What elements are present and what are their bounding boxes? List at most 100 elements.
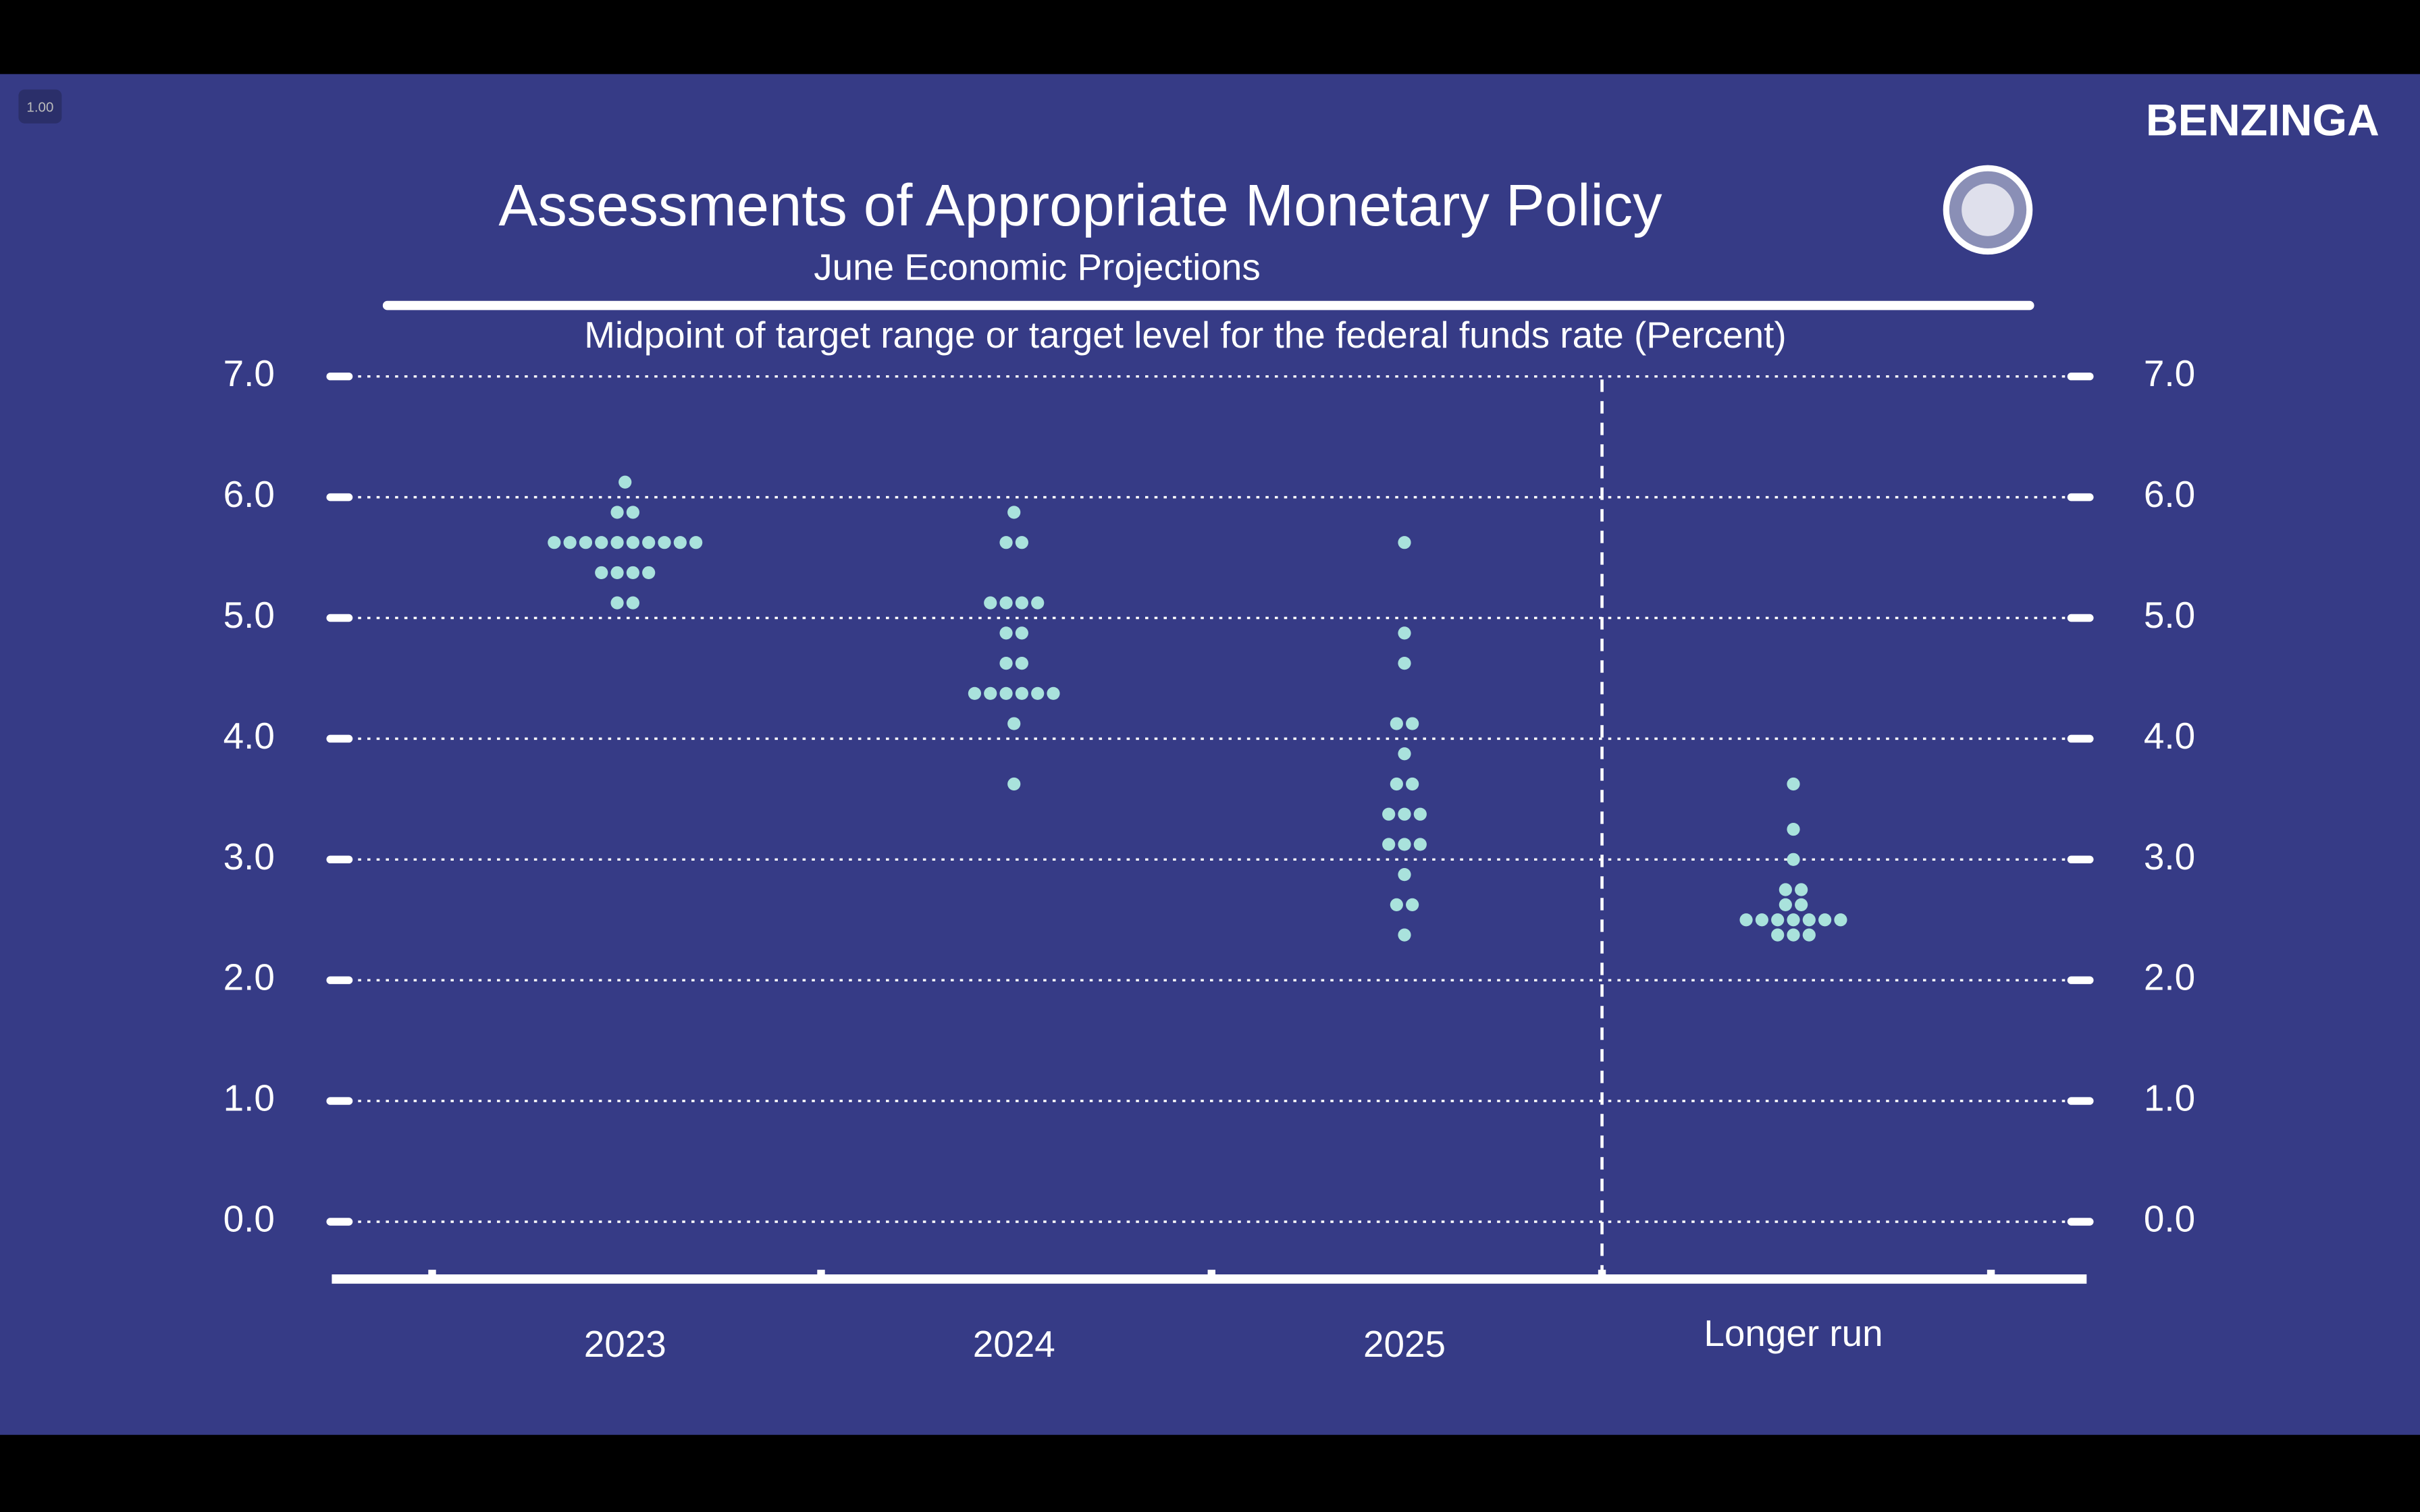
dot xyxy=(999,626,1013,640)
dot xyxy=(1382,838,1396,851)
y-tick-label: 5.0 xyxy=(223,594,275,636)
dot xyxy=(1007,506,1021,519)
y-tick-label: 0.0 xyxy=(223,1197,275,1239)
dot xyxy=(642,536,656,549)
dot xyxy=(1015,656,1028,670)
dot xyxy=(1834,913,1847,927)
seal-center xyxy=(1962,184,2014,236)
dot xyxy=(1787,928,1800,942)
x-tick-label: Longer run xyxy=(1704,1312,1883,1354)
dot xyxy=(984,686,997,700)
dot xyxy=(1413,838,1427,851)
dot xyxy=(999,686,1013,700)
dot xyxy=(984,596,997,610)
dot xyxy=(1787,822,1800,836)
dot xyxy=(1787,913,1800,927)
dot xyxy=(642,566,656,580)
y-tick-label-right: 7.0 xyxy=(2144,352,2195,394)
dot xyxy=(1382,807,1396,821)
dot xyxy=(1007,717,1021,730)
dot xyxy=(1047,686,1060,700)
dot xyxy=(1739,913,1753,927)
dot xyxy=(1802,928,1816,942)
dot xyxy=(1390,898,1403,911)
dot xyxy=(1015,686,1028,700)
y-tick-label-right: 1.0 xyxy=(2144,1077,2195,1119)
dot xyxy=(610,566,624,580)
dot xyxy=(1406,717,1419,730)
x-tick-label: 2024 xyxy=(973,1323,1055,1365)
dot xyxy=(1398,747,1411,761)
y-tick-label: 1.0 xyxy=(223,1077,275,1119)
y-tick-label: 7.0 xyxy=(223,352,275,394)
dot xyxy=(658,536,671,549)
dot xyxy=(619,475,632,489)
dot xyxy=(1007,777,1021,791)
y-tick-label: 4.0 xyxy=(223,715,275,757)
dot xyxy=(1390,777,1403,791)
dot xyxy=(595,566,608,580)
y-tick-label-right: 4.0 xyxy=(2144,715,2195,757)
dot xyxy=(1413,807,1427,821)
y-tick-label: 2.0 xyxy=(223,956,275,998)
dot xyxy=(689,536,703,549)
dot xyxy=(1398,807,1411,821)
speed-badge[interactable]: 1.00 xyxy=(26,99,53,115)
dot xyxy=(1398,536,1411,549)
y-tick-label-right: 6.0 xyxy=(2144,473,2195,515)
dot xyxy=(1015,596,1028,610)
dot xyxy=(999,536,1013,549)
dot xyxy=(1779,898,1792,911)
chart-subtitle: June Economic Projections xyxy=(814,246,1260,288)
dot xyxy=(610,536,624,549)
dot xyxy=(1787,853,1800,866)
dot xyxy=(595,536,608,549)
dot xyxy=(1406,777,1419,791)
y-axis-label: Midpoint of target range or target level… xyxy=(584,314,1786,356)
dot xyxy=(1398,656,1411,670)
y-tick-label-right: 0.0 xyxy=(2144,1197,2195,1239)
dot xyxy=(626,506,639,519)
chart-title: Assessments of Appropriate Monetary Poli… xyxy=(498,173,1662,238)
dot xyxy=(548,536,561,549)
dot xyxy=(1015,536,1028,549)
dot xyxy=(1398,928,1411,942)
y-tick-label: 6.0 xyxy=(223,473,275,515)
y-tick-label-right: 3.0 xyxy=(2144,836,2195,878)
dot xyxy=(626,536,639,549)
y-tick-label-right: 2.0 xyxy=(2144,956,2195,998)
dot xyxy=(1390,717,1403,730)
dot xyxy=(1779,883,1792,896)
x-tick-label: 2023 xyxy=(584,1323,666,1365)
dot xyxy=(626,596,639,610)
dot xyxy=(1031,596,1045,610)
dot xyxy=(1015,626,1028,640)
dot xyxy=(1771,913,1785,927)
fed-seal xyxy=(1943,165,2033,255)
y-tick-label: 3.0 xyxy=(223,836,275,878)
dot xyxy=(1406,898,1419,911)
dot xyxy=(1755,913,1768,927)
dot xyxy=(673,536,687,549)
dot xyxy=(1031,686,1045,700)
dot xyxy=(1398,868,1411,882)
dot xyxy=(999,656,1013,670)
dot xyxy=(1818,913,1832,927)
y-tick-label-right: 5.0 xyxy=(2144,594,2195,636)
dot xyxy=(1795,883,1808,896)
dot xyxy=(610,506,624,519)
x-tick-label: 2025 xyxy=(1363,1323,1446,1365)
dot xyxy=(1795,898,1808,911)
speed-badge-box[interactable] xyxy=(18,89,62,124)
dot xyxy=(1398,626,1411,640)
dot xyxy=(1398,838,1411,851)
dot xyxy=(626,566,639,580)
dot xyxy=(1787,777,1800,791)
dot xyxy=(563,536,577,549)
title-rule xyxy=(382,300,2034,310)
dot xyxy=(610,596,624,610)
brand-logo: BENZINGA xyxy=(2146,95,2379,145)
dot xyxy=(999,596,1013,610)
